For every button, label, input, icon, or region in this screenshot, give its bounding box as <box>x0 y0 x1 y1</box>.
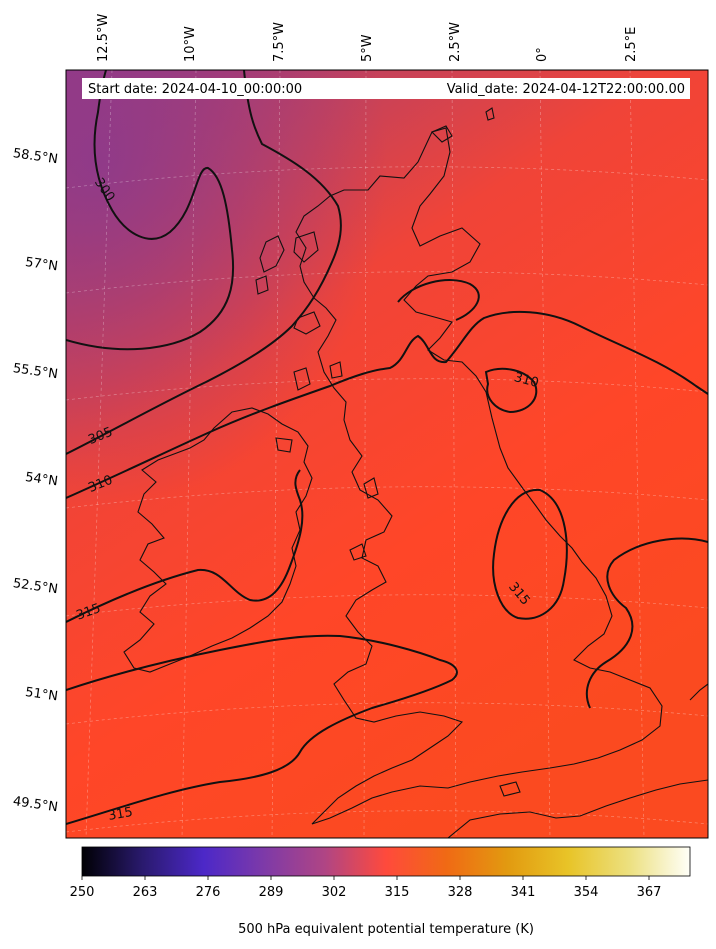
lat-label-55-5n: 55.5°N <box>12 361 59 382</box>
cb-tick-276: 276 <box>196 885 221 900</box>
coastline-france <box>447 779 708 838</box>
coastline-isle-of-wight <box>499 781 521 797</box>
contour-300 <box>66 70 235 351</box>
coastline-arran <box>329 361 343 379</box>
cb-tick-289: 289 <box>259 885 284 900</box>
colorbar: 250 263 276 289 302 315 328 341 354 367 … <box>70 846 691 937</box>
coastline-hebrides-2 <box>255 275 269 295</box>
date-banner: Start date: 2024-04-10_00:00:00 Valid_da… <box>82 78 690 99</box>
lon-label-10w: 10°W <box>183 26 198 62</box>
graticule <box>66 70 708 838</box>
date-banner-box <box>82 78 690 99</box>
map-frame <box>65 69 709 839</box>
contour-315-east <box>585 537 708 709</box>
lat-label-57n: 57°N <box>24 255 59 274</box>
lon-label-2-5e: 2.5°E <box>624 27 639 62</box>
valid-date-text: Valid_date: 2024-04-12T22:00:00.00 <box>447 82 685 97</box>
colorbar-ticks <box>81 876 650 880</box>
coastline-netherlands <box>689 683 708 701</box>
cb-tick-367: 367 <box>637 885 662 900</box>
cb-tick-328: 328 <box>448 885 473 900</box>
longitude-labels: 12.5°W 10°W 7.5°W 5°W 2.5°W 0° 2.5°E <box>96 14 639 62</box>
lon-label-12-5w: 12.5°W <box>96 14 111 62</box>
coastline-anglesey <box>349 543 367 561</box>
coastline-lough <box>275 437 293 453</box>
lon-label-0: 0° <box>535 47 550 62</box>
start-date-text: Start date: 2024-04-10_00:00:00 <box>88 82 302 97</box>
contour-label-315-south: 315 <box>107 805 134 824</box>
coastline-shetland <box>485 107 495 121</box>
contour-315-england <box>492 488 568 620</box>
lat-label-52-5n: 52.5°N <box>12 576 59 597</box>
colorbar-gradient <box>81 846 691 877</box>
lon-label-7-5w: 7.5°W <box>272 22 287 62</box>
coastline-ireland <box>123 407 313 673</box>
coastline-orkney <box>431 125 453 143</box>
coastline-isle-of-man <box>363 477 379 499</box>
cb-tick-341: 341 <box>511 885 536 900</box>
map-panel: 300 305 310 310 315 315 315 <box>66 70 708 838</box>
colorbar-tick-labels: 250 263 276 289 302 315 328 341 354 367 <box>70 885 662 900</box>
contour-310-scotland <box>397 279 480 321</box>
cb-tick-354: 354 <box>574 885 599 900</box>
cb-tick-250: 250 <box>70 885 95 900</box>
coastline-mull <box>293 311 321 335</box>
lat-label-49-5n: 49.5°N <box>12 794 59 815</box>
coastline-skye <box>293 231 319 263</box>
contour-label-310-east: 310 <box>512 370 540 391</box>
cb-tick-302: 302 <box>322 885 347 900</box>
lat-label-58-5n: 58.5°N <box>12 146 59 167</box>
colorbar-label: 500 hPa equivalent potential temperature… <box>238 922 534 937</box>
coastline-great-britain <box>295 127 663 825</box>
latitude-labels: 58.5°N 57°N 55.5°N 54°N 52.5°N 51°N 49.5… <box>12 146 59 815</box>
cb-tick-263: 263 <box>133 885 158 900</box>
coastlines <box>123 107 708 838</box>
contour-315-south <box>66 634 458 825</box>
contour-310-loop <box>484 367 538 414</box>
contours <box>66 70 708 825</box>
lon-label-5w: 5°W <box>360 34 375 62</box>
cb-tick-315: 315 <box>385 885 410 900</box>
coastline-hebrides-1 <box>259 235 285 273</box>
lat-label-54n: 54°N <box>24 470 59 489</box>
lon-label-2-5w: 2.5°W <box>448 22 463 62</box>
lat-label-51n: 51°N <box>24 685 59 704</box>
contour-310 <box>66 310 708 499</box>
coastline-islay <box>293 367 311 391</box>
contour-305 <box>66 70 342 455</box>
contour-315 <box>66 469 304 623</box>
